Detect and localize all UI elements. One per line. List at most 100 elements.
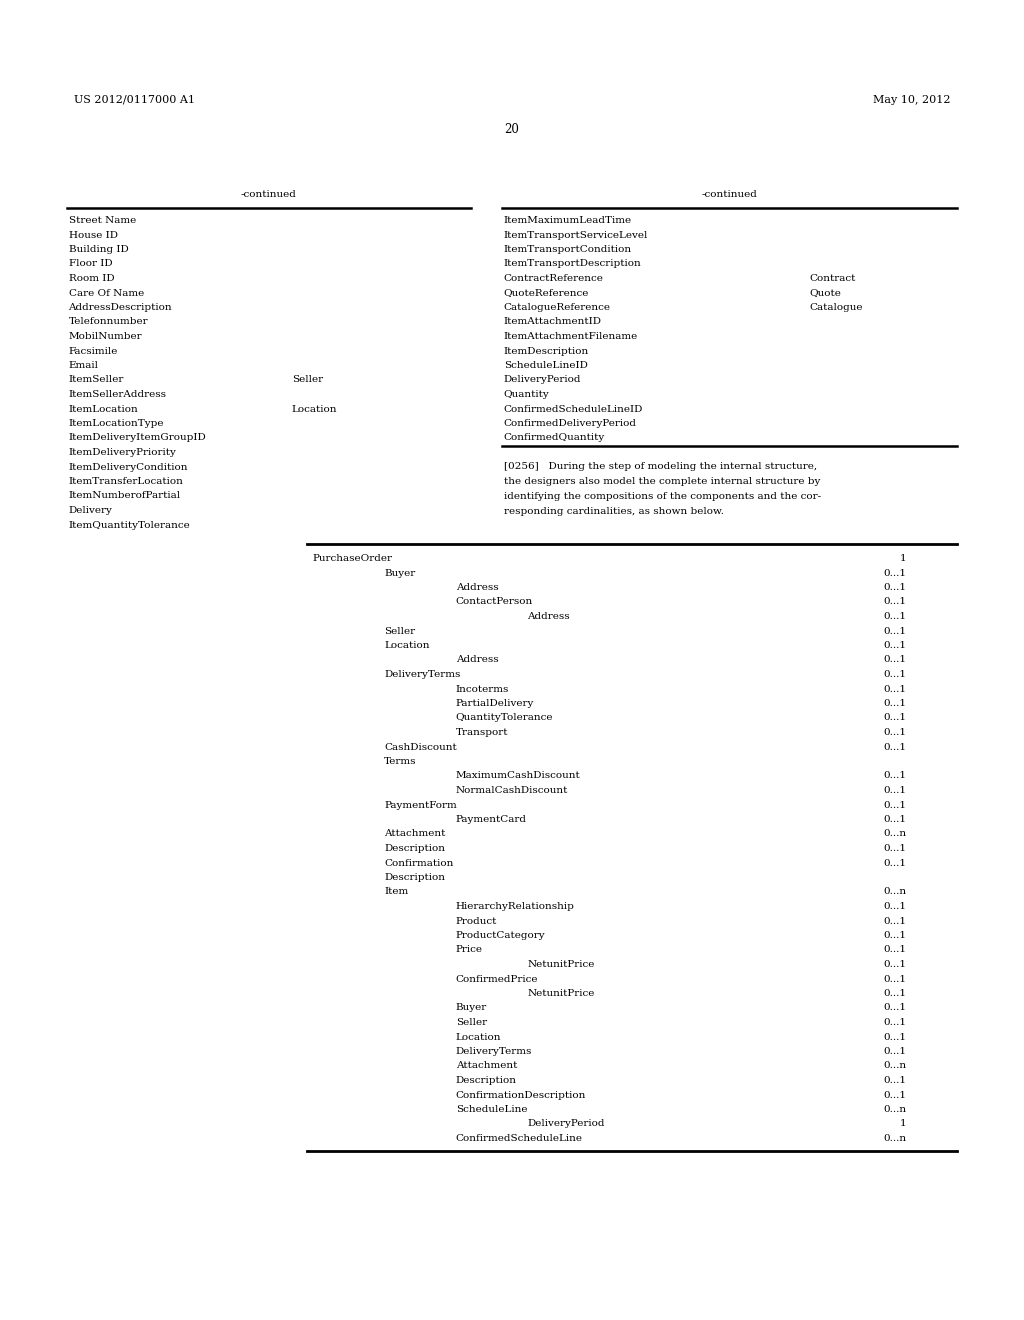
Text: Description: Description [384, 843, 445, 853]
Text: Buyer: Buyer [456, 1003, 487, 1012]
Text: 0...1: 0...1 [884, 700, 906, 708]
Text: Attachment: Attachment [456, 1061, 517, 1071]
Text: 0...1: 0...1 [884, 1047, 906, 1056]
Text: PaymentCard: PaymentCard [456, 814, 526, 824]
Text: Building ID: Building ID [69, 246, 128, 253]
Text: Contract: Contract [809, 275, 855, 282]
Text: ConfirmationDescription: ConfirmationDescription [456, 1090, 586, 1100]
Text: Delivery: Delivery [69, 506, 113, 515]
Text: 0...1: 0...1 [884, 1003, 906, 1012]
Text: AddressDescription: AddressDescription [69, 304, 172, 312]
Text: 0...1: 0...1 [884, 714, 906, 722]
Text: Price: Price [456, 945, 482, 954]
Text: 0...1: 0...1 [884, 800, 906, 809]
Text: 0...1: 0...1 [884, 685, 906, 693]
Text: Attachment: Attachment [384, 829, 445, 838]
Text: [0256]   During the step of modeling the internal structure,: [0256] During the step of modeling the i… [504, 462, 817, 471]
Text: 0...1: 0...1 [884, 771, 906, 780]
Text: Address: Address [527, 612, 570, 620]
Text: 0...1: 0...1 [884, 583, 906, 591]
Text: 0...n: 0...n [883, 1105, 906, 1114]
Text: House ID: House ID [69, 231, 118, 239]
Text: -continued: -continued [241, 190, 297, 199]
Text: NormalCashDiscount: NormalCashDiscount [456, 785, 568, 795]
Text: Address: Address [456, 656, 499, 664]
Text: MaximumCashDiscount: MaximumCashDiscount [456, 771, 581, 780]
Text: ConfirmedScheduleLineID: ConfirmedScheduleLineID [504, 404, 643, 413]
Text: 0...1: 0...1 [884, 1090, 906, 1100]
Text: 0...1: 0...1 [884, 642, 906, 649]
Text: 0...n: 0...n [883, 1134, 906, 1143]
Text: 20: 20 [505, 123, 519, 136]
Text: 0...1: 0...1 [884, 729, 906, 737]
Text: ItemDescription: ItemDescription [504, 346, 589, 355]
Text: Email: Email [69, 360, 98, 370]
Text: 0...1: 0...1 [884, 598, 906, 606]
Text: ItemDeliveryPriority: ItemDeliveryPriority [69, 447, 176, 457]
Text: 0...1: 0...1 [884, 612, 906, 620]
Text: Buyer: Buyer [384, 569, 416, 578]
Text: 0...1: 0...1 [884, 989, 906, 998]
Text: US 2012/0117000 A1: US 2012/0117000 A1 [74, 95, 195, 106]
Text: 0...1: 0...1 [884, 858, 906, 867]
Text: 0...1: 0...1 [884, 843, 906, 853]
Text: 0...n: 0...n [883, 1061, 906, 1071]
Text: Description: Description [384, 873, 445, 882]
Text: ItemTransportDescription: ItemTransportDescription [504, 260, 641, 268]
Text: Catalogue: Catalogue [809, 304, 862, 312]
Text: Incoterms: Incoterms [456, 685, 509, 693]
Text: 0...1: 0...1 [884, 656, 906, 664]
Text: 0...1: 0...1 [884, 742, 906, 751]
Text: Telefonnumber: Telefonnumber [69, 318, 148, 326]
Text: Terms: Terms [384, 756, 417, 766]
Text: ItemSellerAddress: ItemSellerAddress [69, 389, 167, 399]
Text: 0...1: 0...1 [884, 814, 906, 824]
Text: 0...1: 0...1 [884, 916, 906, 925]
Text: 0...1: 0...1 [884, 1018, 906, 1027]
Text: NetunitPrice: NetunitPrice [527, 960, 595, 969]
Text: ContractReference: ContractReference [504, 275, 603, 282]
Text: HierarchyRelationship: HierarchyRelationship [456, 902, 574, 911]
Text: 0...1: 0...1 [884, 960, 906, 969]
Text: ScheduleLineID: ScheduleLineID [504, 360, 588, 370]
Text: ItemDeliveryItemGroupID: ItemDeliveryItemGroupID [69, 433, 206, 442]
Text: identifying the compositions of the components and the cor-: identifying the compositions of the comp… [504, 492, 821, 502]
Text: ItemAttachmentFilename: ItemAttachmentFilename [504, 333, 638, 341]
Text: Address: Address [456, 583, 499, 591]
Text: ItemLocation: ItemLocation [69, 404, 138, 413]
Text: 0...1: 0...1 [884, 902, 906, 911]
Text: ConfirmedScheduleLine: ConfirmedScheduleLine [456, 1134, 583, 1143]
Text: 1: 1 [900, 554, 906, 564]
Text: Seller: Seller [384, 627, 415, 635]
Text: Quote: Quote [809, 289, 841, 297]
Text: Seller: Seller [292, 375, 323, 384]
Text: Seller: Seller [456, 1018, 486, 1027]
Text: QuantityTolerance: QuantityTolerance [456, 714, 553, 722]
Text: DeliveryTerms: DeliveryTerms [384, 671, 461, 678]
Text: ItemSeller: ItemSeller [69, 375, 124, 384]
Text: QuoteReference: QuoteReference [504, 289, 589, 297]
Text: ConfirmedQuantity: ConfirmedQuantity [504, 433, 605, 442]
Text: Transport: Transport [456, 729, 508, 737]
Text: ItemLocationType: ItemLocationType [69, 418, 164, 428]
Text: Care Of Name: Care Of Name [69, 289, 143, 297]
Text: Location: Location [384, 642, 429, 649]
Text: 0...1: 0...1 [884, 931, 906, 940]
Text: 1: 1 [900, 1119, 906, 1129]
Text: ItemAttachmentID: ItemAttachmentID [504, 318, 602, 326]
Text: ItemTransportServiceLevel: ItemTransportServiceLevel [504, 231, 648, 239]
Text: 0...n: 0...n [883, 829, 906, 838]
Text: Facsimile: Facsimile [69, 346, 118, 355]
Text: DeliveryTerms: DeliveryTerms [456, 1047, 532, 1056]
Text: 0...1: 0...1 [884, 974, 906, 983]
Text: ItemQuantityTolerance: ItemQuantityTolerance [69, 520, 190, 529]
Text: 0...1: 0...1 [884, 569, 906, 578]
Text: DeliveryPeriod: DeliveryPeriod [527, 1119, 605, 1129]
Text: MobilNumber: MobilNumber [69, 333, 142, 341]
Text: 0...1: 0...1 [884, 1076, 906, 1085]
Text: Location: Location [456, 1032, 501, 1041]
Text: 0...1: 0...1 [884, 1032, 906, 1041]
Text: Floor ID: Floor ID [69, 260, 113, 268]
Text: Location: Location [292, 404, 337, 413]
Text: DeliveryPeriod: DeliveryPeriod [504, 375, 582, 384]
